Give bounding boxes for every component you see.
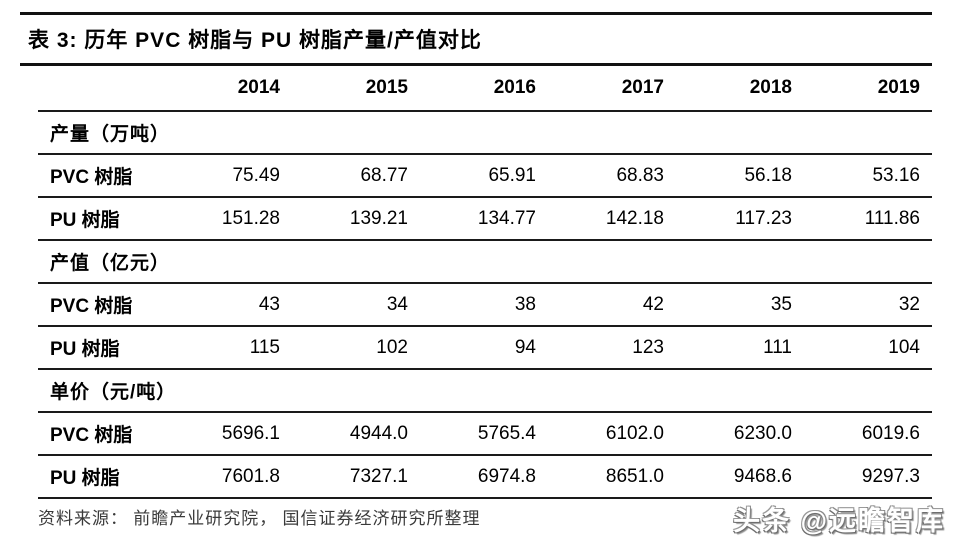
value-cell: 102: [376, 336, 408, 358]
year-header: 2017: [621, 77, 664, 98]
watermark: 头条 @远瞻智库: [733, 506, 945, 536]
source-note: 资料来源： 前瞻产业研究院， 国信证券经济研究所整理: [38, 509, 481, 528]
value-cell: 7327.1: [349, 465, 408, 487]
value-cell: 35: [770, 293, 792, 315]
value-cell: 111: [763, 336, 792, 358]
value-cell: 68.77: [360, 164, 408, 186]
value-cell: 139.21: [349, 207, 408, 229]
value-cell: 65.91: [488, 164, 536, 186]
value-cell: 6102.0: [605, 422, 664, 444]
value-cell: 9297.3: [861, 465, 920, 487]
value-cell: 43: [258, 293, 280, 315]
value-cell: 34: [386, 293, 408, 315]
value-cell: 5765.4: [477, 422, 536, 444]
year-header: 2015: [365, 77, 408, 98]
table-title: 表 3: 历年 PVC 树脂与 PU 树脂产量/产值对比: [28, 29, 482, 52]
value-cell: 115: [249, 336, 280, 358]
section-header-unit-price: 单价（元/吨）: [50, 382, 177, 403]
value-cell: 142.18: [605, 207, 664, 229]
value-cell: 68.83: [616, 164, 664, 186]
table-row: PVC 树脂 75.49 68.77 65.91 68.83 56.18 53.…: [38, 155, 932, 198]
year-header: 2019: [877, 77, 920, 98]
row-label: PU 树脂: [50, 210, 120, 231]
value-cell: 6230.0: [733, 422, 792, 444]
table-row: PVC 树脂 5696.1 4944.0 5765.4 6102.0 6230.…: [38, 413, 932, 456]
year-header: 2014: [237, 77, 280, 98]
row-label: PU 树脂: [50, 339, 120, 360]
table-header-row: 2014 2015 2016 2017 2018 2019: [38, 66, 932, 112]
value-cell: 104: [888, 336, 920, 358]
data-table: 2014 2015 2016 2017 2018 2019 产量（万吨） PVC…: [38, 66, 932, 499]
value-cell: 53.16: [872, 164, 920, 186]
year-header: 2018: [749, 77, 792, 98]
table-title-block: 表 3: 历年 PVC 树脂与 PU 树脂产量/产值对比: [20, 12, 932, 66]
value-cell: 111.86: [864, 207, 920, 229]
value-cell: 75.49: [232, 164, 280, 186]
value-cell: 134.77: [477, 207, 536, 229]
table-row: PU 树脂 151.28 139.21 134.77 142.18 117.23…: [38, 198, 932, 241]
value-cell: 6019.6: [861, 422, 920, 444]
table-row: PU 树脂 7601.8 7327.1 6974.8 8651.0 9468.6…: [38, 456, 932, 499]
value-cell: 117.23: [735, 207, 792, 229]
value-cell: 8651.0: [605, 465, 664, 487]
section-header-row: 单价（元/吨）: [38, 370, 932, 413]
section-header-production: 产量（万吨）: [50, 124, 171, 145]
row-label: PU 树脂: [50, 468, 120, 489]
value-cell: 123: [632, 336, 664, 358]
value-cell: 56.18: [744, 164, 792, 186]
table-row: PU 树脂 115 102 94 123 111 104: [38, 327, 932, 370]
value-cell: 32: [898, 293, 920, 315]
value-cell: 6974.8: [477, 465, 536, 487]
row-label: PVC 树脂: [50, 425, 133, 446]
value-cell: 7601.8: [221, 465, 280, 487]
section-header-row: 产量（万吨）: [38, 112, 932, 155]
value-cell: 38: [514, 293, 536, 315]
value-cell: 9468.6: [733, 465, 792, 487]
year-header: 2016: [493, 77, 536, 98]
row-label: PVC 树脂: [50, 167, 133, 188]
section-header-output-value: 产值（亿元）: [50, 253, 171, 274]
section-header-row: 产值（亿元）: [38, 241, 932, 284]
value-cell: 4944.0: [349, 422, 408, 444]
value-cell: 94: [514, 336, 536, 358]
table-row: PVC 树脂 43 34 38 42 35 32: [38, 284, 932, 327]
value-cell: 151.28: [221, 207, 280, 229]
value-cell: 5696.1: [221, 422, 280, 444]
row-label: PVC 树脂: [50, 296, 133, 317]
value-cell: 42: [642, 293, 664, 315]
